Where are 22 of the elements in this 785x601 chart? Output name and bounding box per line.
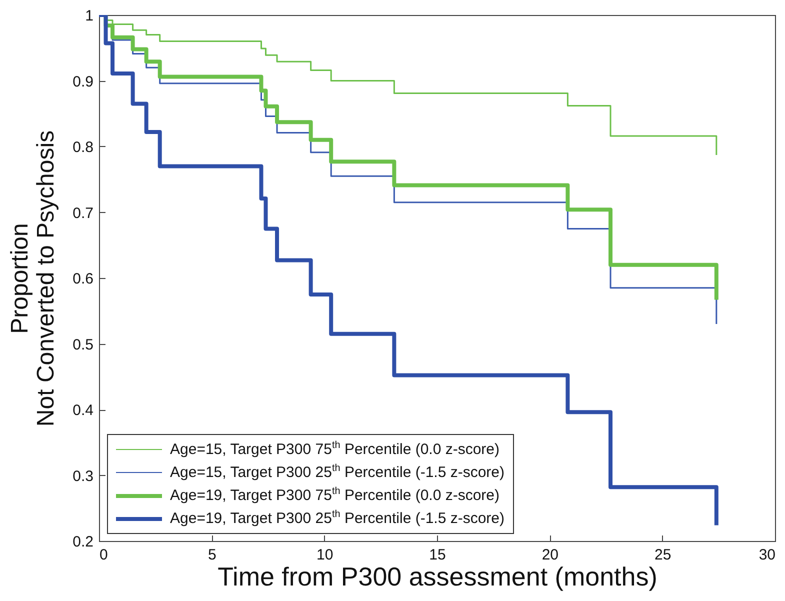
x-axis-title: Time from P300 assessment (months)	[218, 562, 658, 592]
x-tick-label: 30	[758, 546, 776, 564]
x-tick-label: 20	[542, 546, 559, 564]
legend-label: Age=19, Target P300 75$^{th}$ Percentile (0.0 z-score)	[170, 485, 500, 506]
y-axis-title: Proportion Not Converted to Psychosis	[6, 130, 60, 427]
y-tick-label: 0.4	[72, 402, 94, 419]
legend-label: Age=15, Target P300 75$^{th}$ Percentile (0.0 z-score)	[170, 439, 500, 460]
y-tick-label: 0.8	[72, 139, 94, 156]
legend-label: Age=15, Target P300 25$^{th}$ Percentile (-1.5 z-score)	[170, 462, 505, 483]
y-tick-label: 0.9	[72, 73, 94, 90]
x-tick-label: 25	[654, 546, 672, 564]
x-tick-label: 0	[100, 546, 108, 564]
y-tick-label: 1	[85, 8, 94, 24]
y-tick-label: 0.3	[72, 468, 94, 485]
x-tick-label: 15	[429, 546, 446, 564]
legend-label: Age=19, Target P300 25$^{th}$ Percentile (-1.5 z-score)	[170, 508, 505, 529]
y-tick-label: 0.5	[72, 336, 94, 354]
y-tick-label: 0.7	[72, 204, 94, 222]
x-tick-label: 10	[316, 546, 334, 564]
x-tick-label: 5	[208, 546, 216, 564]
y-tick-label: 0.2	[72, 534, 94, 550]
y-tick-label: 0.6	[72, 270, 94, 288]
